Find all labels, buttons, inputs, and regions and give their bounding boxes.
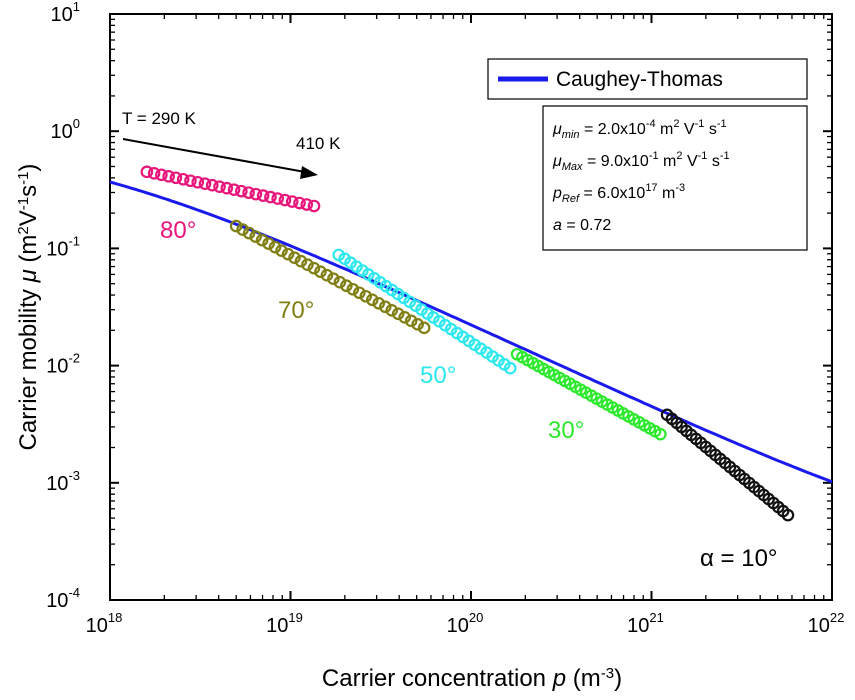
series-4	[662, 410, 793, 521]
x-tick-label: 1019	[266, 610, 303, 637]
x-tick-label: 1018	[86, 610, 123, 637]
y-tick-label: 101	[51, 0, 80, 26]
series-label: 30°	[548, 417, 584, 444]
series-1	[231, 221, 429, 333]
series-label: 80°	[160, 217, 196, 244]
data-point	[309, 201, 319, 211]
y-tick-label: 10-2	[46, 351, 80, 378]
series-3	[512, 349, 666, 439]
parameter-line: a = 0.72	[553, 217, 611, 234]
axis-ticks	[110, 14, 832, 600]
plot-frame	[110, 14, 832, 600]
legend-label-caughey-thomas: Caughey-Thomas	[556, 68, 723, 91]
y-axis-title: Carrier mobility μ (m2V-1s-1)	[15, 164, 43, 451]
x-tick-label: 1021	[627, 610, 664, 637]
y-tick-label: 10-1	[46, 233, 80, 260]
series-label: 70°	[278, 297, 314, 324]
temperature-arrow-head	[300, 166, 318, 179]
series-labels: 80° 70° 50° 30° α = 10°	[160, 217, 778, 572]
series-0	[142, 167, 320, 212]
series-label: 50°	[420, 362, 456, 389]
series-label: α = 10°	[700, 545, 778, 572]
arrow-start-label: T = 290 K	[122, 109, 197, 128]
series-2	[334, 250, 516, 374]
y-tick-label: 100	[51, 116, 80, 143]
legend: Caughey-Thomas	[488, 59, 807, 99]
arrow-end-label: 410 K	[296, 134, 341, 153]
x-tick-label: 1022	[808, 610, 845, 637]
y-tick-label: 10-4	[46, 585, 80, 612]
y-tick-label: 10-3	[46, 468, 80, 495]
x-tick-label: 1020	[447, 610, 484, 637]
x-axis-title: Carrier concentration p (m-3)	[322, 665, 622, 693]
